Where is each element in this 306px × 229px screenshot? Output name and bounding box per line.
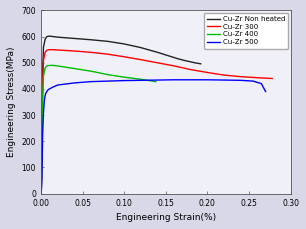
Cu-Zr 300	[222, 74, 226, 76]
Cu-Zr Non heated	[177, 57, 180, 60]
Cu-Zr Non heated	[73, 37, 76, 40]
Cu-Zr 500	[42, 111, 45, 114]
Cu-Zr 400	[56, 65, 59, 67]
Cu-Zr 500	[43, 99, 46, 102]
Cu-Zr Non heated	[139, 46, 143, 49]
Cu-Zr 500	[56, 84, 59, 86]
Cu-Zr 300	[45, 49, 49, 52]
Cu-Zr Non heated	[52, 35, 55, 38]
Cu-Zr 300	[271, 77, 274, 80]
Cu-Zr 300	[42, 59, 45, 62]
Cu-Zr 400	[139, 78, 143, 81]
Cu-Zr 500	[259, 82, 263, 85]
Cu-Zr 300	[139, 58, 143, 61]
Cu-Zr 500	[189, 78, 192, 81]
Cu-Zr 300	[239, 75, 242, 78]
Cu-Zr 300	[206, 71, 209, 74]
Cu-Zr 400	[89, 70, 93, 73]
Cu-Zr 300	[52, 48, 55, 51]
Cu-Zr 300	[89, 51, 93, 54]
Cu-Zr 500	[89, 80, 93, 83]
Cu-Zr Non heated	[45, 35, 49, 38]
Cu-Zr 500	[264, 90, 267, 93]
Cu-Zr 400	[122, 76, 126, 79]
Cu-Zr Non heated	[42, 46, 45, 49]
X-axis label: Engineering Strain(%): Engineering Strain(%)	[116, 213, 216, 222]
Cu-Zr 400	[73, 67, 76, 70]
Cu-Zr 500	[239, 79, 242, 82]
Cu-Zr 300	[256, 76, 259, 79]
Cu-Zr 500	[41, 132, 44, 135]
Cu-Zr 300	[172, 65, 176, 67]
Cu-Zr 400	[52, 64, 55, 67]
Cu-Zr 400	[106, 73, 109, 76]
Cu-Zr 400	[39, 187, 43, 190]
Line: Cu-Zr 500: Cu-Zr 500	[41, 80, 266, 194]
Cu-Zr Non heated	[39, 184, 43, 187]
Cu-Zr 400	[47, 64, 51, 67]
Cu-Zr Non heated	[39, 192, 43, 195]
Cu-Zr 300	[56, 49, 59, 51]
Line: Cu-Zr 400: Cu-Zr 400	[41, 65, 156, 194]
Line: Cu-Zr Non heated: Cu-Zr Non heated	[41, 36, 201, 194]
Cu-Zr 500	[43, 94, 47, 97]
Cu-Zr 500	[139, 79, 143, 82]
Y-axis label: Engineering Stress(MPa): Engineering Stress(MPa)	[7, 47, 16, 157]
Cu-Zr Non heated	[193, 61, 197, 64]
Cu-Zr 300	[47, 48, 51, 51]
Cu-Zr 400	[39, 192, 43, 195]
Cu-Zr 300	[43, 51, 47, 54]
Cu-Zr Non heated	[122, 43, 126, 45]
Cu-Zr 300	[122, 55, 126, 58]
Cu-Zr 500	[46, 89, 50, 92]
Cu-Zr 300	[156, 61, 159, 64]
Cu-Zr Non heated	[106, 40, 109, 43]
Cu-Zr 500	[39, 188, 43, 191]
Cu-Zr Non heated	[185, 60, 188, 62]
Cu-Zr 500	[156, 79, 159, 82]
Cu-Zr 300	[40, 166, 44, 169]
Cu-Zr 300	[41, 82, 44, 85]
Cu-Zr 500	[106, 80, 109, 82]
Cu-Zr 400	[147, 79, 151, 82]
Cu-Zr 300	[106, 53, 109, 55]
Cu-Zr 500	[222, 79, 226, 82]
Cu-Zr 500	[172, 78, 176, 81]
Cu-Zr 500	[122, 79, 126, 82]
Cu-Zr 400	[40, 135, 44, 137]
Cu-Zr 500	[40, 177, 44, 179]
Cu-Zr Non heated	[40, 114, 44, 117]
Cu-Zr Non heated	[156, 51, 159, 54]
Cu-Zr 400	[42, 74, 45, 77]
Cu-Zr 500	[251, 80, 255, 82]
Cu-Zr 500	[40, 156, 44, 158]
Cu-Zr 300	[40, 127, 44, 130]
Cu-Zr 500	[44, 92, 48, 94]
Cu-Zr 500	[39, 192, 43, 195]
Cu-Zr 400	[40, 169, 44, 172]
Cu-Zr 500	[73, 82, 76, 84]
Cu-Zr Non heated	[41, 69, 44, 72]
Cu-Zr 300	[73, 50, 76, 52]
Cu-Zr 400	[154, 80, 158, 83]
Cu-Zr 500	[47, 87, 51, 90]
Cu-Zr 400	[41, 95, 44, 98]
Cu-Zr Non heated	[40, 161, 44, 164]
Cu-Zr Non heated	[89, 38, 93, 41]
Cu-Zr Non heated	[199, 63, 203, 65]
Cu-Zr 400	[43, 67, 47, 69]
Cu-Zr Non heated	[47, 35, 51, 38]
Cu-Zr Non heated	[168, 55, 172, 58]
Cu-Zr 500	[206, 78, 209, 81]
Cu-Zr Non heated	[43, 38, 47, 41]
Cu-Zr 300	[39, 192, 43, 195]
Cu-Zr 500	[52, 85, 55, 88]
Line: Cu-Zr 300: Cu-Zr 300	[41, 50, 272, 194]
Cu-Zr 300	[39, 186, 43, 188]
Cu-Zr Non heated	[56, 36, 59, 38]
Legend: Cu-Zr Non heated, Cu-Zr 300, Cu-Zr 400, Cu-Zr 500: Cu-Zr Non heated, Cu-Zr 300, Cu-Zr 400, …	[204, 13, 289, 49]
Cu-Zr 400	[45, 65, 49, 67]
Cu-Zr 300	[189, 68, 192, 71]
